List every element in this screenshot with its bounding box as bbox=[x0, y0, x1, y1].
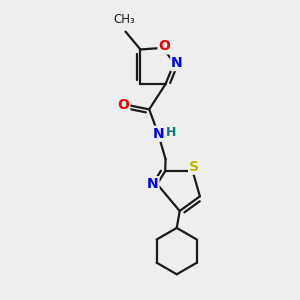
Text: N: N bbox=[152, 127, 164, 141]
Text: O: O bbox=[159, 39, 170, 53]
Text: CH₃: CH₃ bbox=[113, 13, 135, 26]
Text: H: H bbox=[165, 126, 176, 139]
Text: O: O bbox=[117, 98, 129, 112]
Text: N: N bbox=[147, 177, 158, 191]
Text: S: S bbox=[189, 160, 199, 174]
Text: N: N bbox=[171, 56, 183, 70]
